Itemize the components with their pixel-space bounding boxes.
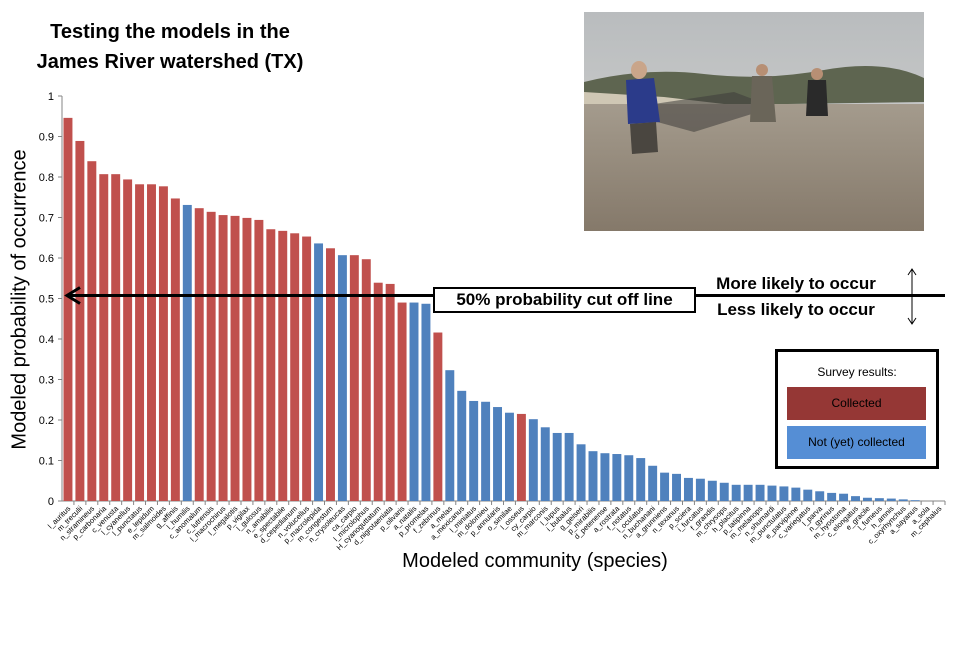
bar [528,419,538,501]
bar [636,458,646,501]
bar [99,174,109,502]
bar [481,401,491,501]
bar [194,208,204,501]
bar [87,161,97,501]
bar [326,248,335,501]
y-tick-label: 0.2 [39,415,54,427]
bar [278,230,288,502]
legend: Survey results: Collected Not (yet) coll… [775,349,939,469]
bar [827,492,837,501]
bar [158,186,168,501]
bar [815,491,825,501]
bar [672,473,681,501]
bar [433,332,443,501]
bar [170,198,180,501]
bar [111,174,121,502]
bar [457,390,467,501]
bar [504,412,514,501]
bar [385,283,395,501]
y-tick-label: 0.6 [39,253,54,265]
bar [612,454,622,501]
bar [683,477,693,501]
bar [898,499,908,501]
bar [851,496,860,501]
bar [660,472,670,501]
bar [242,217,252,501]
bar [695,478,705,501]
title-line-1: Testing the models in the [50,21,290,43]
bar [731,484,741,501]
bar [206,211,216,501]
bar [767,485,777,501]
bar [516,413,526,501]
bar [123,179,133,501]
double-arrow-heads-icon [907,268,917,325]
bar [349,255,359,501]
y-tick-label: 0.5 [39,294,54,306]
bar [290,233,300,502]
bar [218,215,228,501]
bar [409,302,419,501]
bar [135,184,145,502]
bar [743,484,753,501]
less-likely-label: Less likely to occur [717,300,875,319]
y-tick-label: 0.3 [39,375,54,387]
legend-not-collected: Not (yet) collected [787,426,926,459]
bar [707,480,717,501]
bar [63,117,73,502]
bar [803,489,813,501]
bar [230,215,240,501]
bar [779,486,789,501]
bar [493,407,503,501]
cutoff-label-box: 50% probability cut off line [433,287,696,313]
chart-title: Testing the models in the James River wa… [0,17,340,77]
y-tick-label: 0.8 [39,172,54,184]
bar [588,451,598,501]
bar [910,500,920,501]
y-tick-label: 0.9 [39,132,54,144]
x-axis-label: Modeled community (species) [402,550,668,572]
bar [302,236,312,501]
y-tick-label: 1 [48,91,54,103]
bar [862,497,872,501]
y-tick-label: 0.1 [39,456,54,468]
arrow-left-icon [64,286,81,305]
bar [397,302,407,501]
bar [469,400,479,501]
bar [564,432,574,501]
bar [600,453,610,501]
bar [373,282,383,501]
bar [337,255,347,501]
y-tick-label: 0.4 [39,334,54,346]
bar [182,204,192,501]
y-axis-label: Modeled probability of occurrence [8,149,31,450]
bar [755,484,765,501]
bar [839,493,849,501]
bar [254,219,264,501]
bar [147,184,156,502]
bar [421,303,431,501]
bar [361,259,371,501]
y-tick-label: 0 [48,496,54,508]
bar [648,465,658,501]
bar [552,432,562,501]
bar [886,498,896,501]
bar [445,370,455,501]
more-likely-label: More likely to occur [716,274,876,293]
bar [624,455,634,501]
bar [874,498,884,501]
title-line-2: James River watershed (TX) [36,51,304,73]
bar [540,427,550,501]
bar [576,444,586,501]
bar [791,487,801,501]
bar [266,229,276,501]
legend-title: Survey results: [817,365,897,379]
bar [719,482,729,501]
bar [75,140,85,501]
legend-collected: Collected [787,387,926,420]
bar [314,243,324,502]
y-tick-label: 0.7 [39,213,54,225]
photo-people-seining-river [584,12,924,231]
